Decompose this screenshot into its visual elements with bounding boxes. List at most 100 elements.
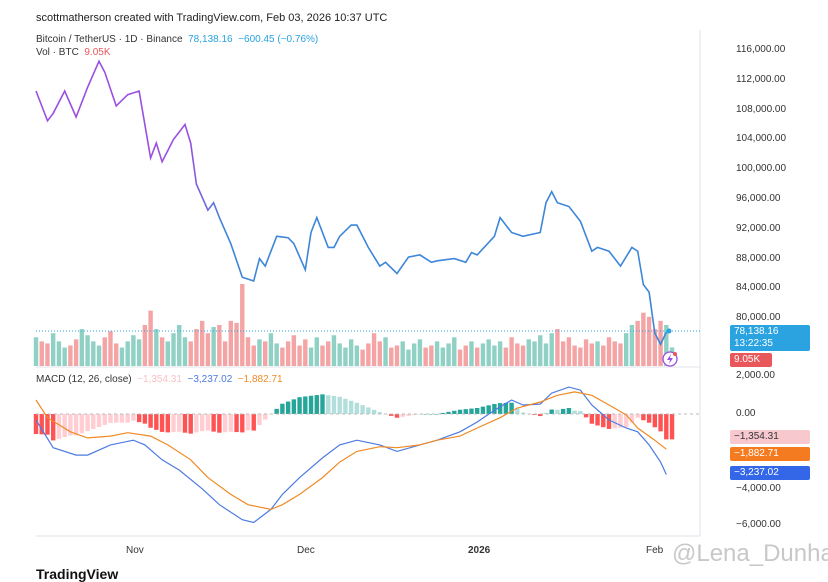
macd-histogram-bar [165, 414, 170, 433]
volume-bar [263, 341, 268, 366]
macd-histogram-bar [572, 410, 577, 414]
macd-legend[interactable]: MACD (12, 26, close) −1,354.31 −3,237.02… [36, 374, 283, 385]
macd-histogram-bar [595, 414, 600, 426]
macd-signal-badge: −1,882.71 [730, 447, 810, 461]
volume-bar [56, 341, 62, 366]
macd-histogram-bar [646, 414, 652, 423]
macd-histogram-bar [452, 410, 457, 414]
macd-histogram-bar [434, 414, 440, 415]
macd-histogram-bar [520, 412, 526, 414]
volume-bar [520, 345, 526, 366]
volume-bar [33, 337, 39, 366]
volume-bar [595, 341, 600, 366]
macd-histogram-bar [182, 414, 188, 433]
macd-histogram-bar [194, 414, 199, 433]
time-label-feb: Feb [646, 545, 664, 556]
macd-histogram-bar [125, 414, 130, 423]
volume-bar [440, 347, 446, 366]
volume-bar [503, 347, 509, 366]
macd-histogram-bar [629, 414, 635, 423]
macd-histogram-bar [308, 395, 314, 414]
volume-bar [136, 339, 142, 366]
macd-histogram-bar [348, 400, 354, 414]
macd-histogram-bar [108, 414, 113, 423]
lightning-icon[interactable] [662, 351, 678, 367]
volume-bar [589, 343, 595, 366]
volume-bar [543, 343, 549, 366]
volume-bar [85, 335, 90, 366]
macd-histogram-bar [62, 414, 67, 438]
price-change: −600.45 (−0.76%) [238, 34, 319, 45]
macd-histogram-bar [228, 414, 234, 432]
macd-histogram-bar [406, 414, 411, 416]
macd-histogram-bar [73, 414, 79, 436]
macd-histogram-bar [280, 403, 285, 414]
macd-histogram-bar [377, 412, 382, 414]
macd-histogram-bar [45, 414, 50, 435]
volume-bar [429, 345, 434, 366]
macd-histogram-bar [217, 414, 222, 433]
macd-histogram-bar [641, 414, 646, 421]
macd-histogram-bar [251, 414, 256, 431]
macd-histogram-bar [658, 414, 663, 432]
volume-bar [366, 343, 371, 366]
chart-credit: scottmatherson created with TradingView.… [36, 12, 388, 24]
volume-bar [469, 341, 474, 366]
macd-histogram-bar [578, 411, 583, 414]
volume-bar [211, 327, 216, 366]
macd-histogram-bar [503, 402, 509, 414]
macd-histogram-bar [199, 414, 205, 432]
volume-bar [119, 347, 125, 366]
volume-bar [257, 339, 262, 366]
watermark: @Lena_Dunham [672, 540, 828, 567]
volume-bar [91, 341, 96, 366]
volume-bar [423, 347, 428, 366]
volume-bar [538, 335, 543, 366]
tradingview-logo[interactable]: TradingView [36, 566, 119, 582]
macd-histogram-bar [148, 414, 153, 428]
macd-histogram-bar [188, 414, 193, 434]
volume-bar [394, 345, 400, 366]
volume-bar [646, 316, 652, 366]
volume-bar [635, 320, 640, 366]
macd-histogram-bar [245, 414, 251, 431]
volume-bar [434, 341, 440, 366]
macd-signal-value: −1,882.71 [237, 374, 283, 385]
macd-histogram-bar [303, 396, 308, 414]
volume-bar [526, 339, 531, 366]
volume-bar [371, 333, 377, 366]
volume-bar [217, 325, 222, 366]
macd-histogram-bar [33, 414, 39, 435]
macd-histogram-bar [314, 395, 319, 414]
volume-bar [234, 322, 239, 366]
macd-histogram-bar [79, 414, 85, 434]
macd-histogram-bar [326, 395, 331, 414]
price-axis-label: 84,000.00 [736, 282, 781, 294]
volume-bar [297, 345, 302, 366]
macd-histogram-bar [171, 414, 176, 433]
macd-histogram-bar [417, 414, 423, 415]
macd-histogram-bar [623, 414, 629, 428]
price-axis-label: 100,000.00 [736, 163, 787, 175]
volume-legend[interactable]: Vol · BTC 9.05K [36, 47, 111, 58]
macd-histogram-bar [177, 414, 182, 432]
volume-bar [131, 335, 136, 366]
volume-bar [411, 343, 417, 366]
macd-histogram-bar [515, 408, 520, 414]
symbol-legend[interactable]: Bitcoin / TetherUS · 1D · Binance 78,138… [36, 34, 318, 45]
volume-bar [142, 325, 148, 366]
macd-histogram-bar [119, 414, 125, 423]
volume-bar [601, 345, 606, 366]
macd-histogram-bar [389, 414, 394, 416]
volume-bar [114, 343, 119, 366]
volume-bar [377, 341, 382, 366]
macd-histogram-bar [538, 414, 543, 417]
macd-histogram-bar [560, 408, 566, 414]
macd-histogram-bar [669, 414, 675, 440]
volume-bar [45, 343, 50, 366]
macd-histogram-bar [583, 414, 589, 418]
macd-histogram-bar [96, 414, 102, 427]
macd-line [35, 386, 667, 524]
macd-histogram-bar [555, 409, 560, 414]
